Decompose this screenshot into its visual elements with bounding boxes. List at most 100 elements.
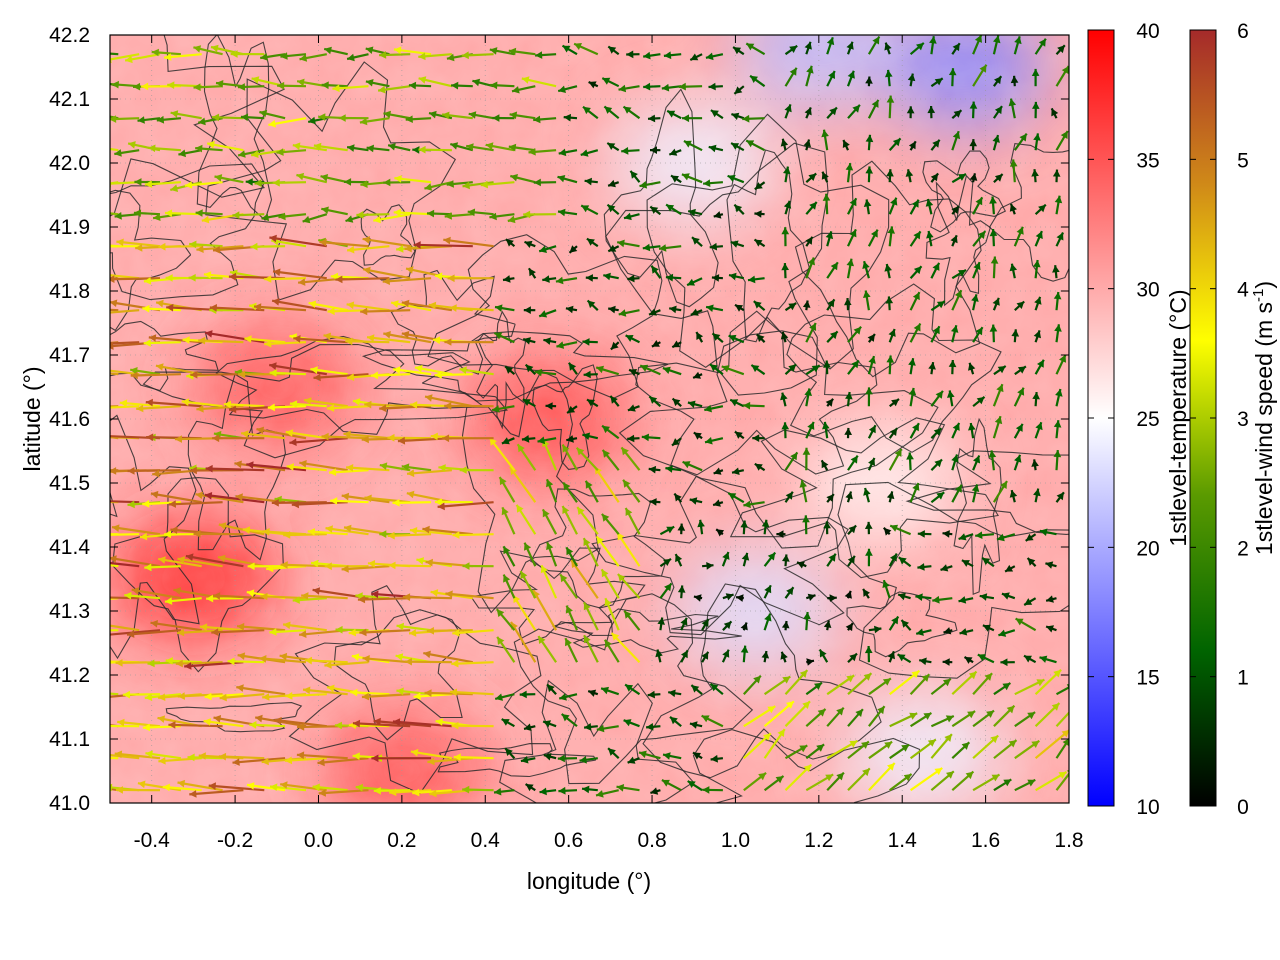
wind-vector-head <box>206 594 214 603</box>
wind-vector-head <box>936 301 945 309</box>
contour-line <box>692 729 921 803</box>
contour-line <box>390 269 516 375</box>
wind-vector-head <box>539 310 548 318</box>
wind-vector-shaft <box>301 594 348 600</box>
wind-vector-shaft <box>110 369 140 376</box>
wind-vector-shaft <box>359 629 411 634</box>
wind-vector-head <box>583 538 591 547</box>
wind-vector-head <box>607 204 616 213</box>
wind-vector-head <box>379 530 387 538</box>
wind-vector-head <box>916 628 924 636</box>
wind-vector-head <box>177 692 185 700</box>
wind-vector-shaft <box>131 588 182 600</box>
wind-vector-head <box>395 653 404 661</box>
wind-vector-head <box>209 304 217 312</box>
wind-vector-head <box>761 651 770 659</box>
contour-line <box>925 174 991 307</box>
wind-vector-head <box>359 117 368 126</box>
wind-vector-head <box>968 362 976 371</box>
wind-vector-head <box>721 365 730 373</box>
wind-vector-head <box>1009 490 1018 498</box>
wind-vector-head <box>97 78 105 85</box>
wind-vector-head <box>449 688 458 697</box>
wind-vector-head <box>825 774 834 782</box>
wind-vector-head <box>950 235 958 244</box>
wind-vector-shaft <box>352 722 411 728</box>
wind-vector-head <box>409 527 418 535</box>
wind-vector-head <box>863 673 872 681</box>
wind-vector-shaft <box>136 405 181 410</box>
wind-vector-head <box>955 484 962 493</box>
wind-vector-shaft <box>110 564 119 568</box>
wind-vector-head <box>1039 655 1048 663</box>
wind-vector-head <box>494 787 502 796</box>
wind-vector-head <box>690 53 699 61</box>
wind-vector-head <box>452 629 460 637</box>
wind-vector-shaft <box>289 437 348 444</box>
wind-vector-head <box>204 692 212 701</box>
wind-vector-head <box>1051 108 1059 117</box>
wind-vector-head <box>115 786 123 794</box>
wind-vector-head <box>365 46 374 54</box>
y-tick-label: 41.2 <box>49 664 90 687</box>
wind-vector-head <box>308 300 317 308</box>
wind-vector-head <box>817 709 826 717</box>
wind-vector-head <box>865 166 873 174</box>
wind-vector-head <box>806 658 814 666</box>
wind-vector-head <box>379 51 387 59</box>
wind-vector-head <box>710 110 719 118</box>
wind-vector-head <box>683 140 692 148</box>
wind-vector-head <box>1031 68 1040 76</box>
wind-vector-head <box>524 542 531 551</box>
wind-vector-head <box>211 628 219 636</box>
wind-vector-shaft <box>218 755 265 760</box>
wind-vector-head <box>218 752 227 761</box>
wind-vector-head <box>302 215 311 224</box>
wind-vector-head <box>711 274 720 282</box>
wind-vector-head <box>1016 301 1025 309</box>
wind-vector-head <box>459 366 467 374</box>
wind-vector-head <box>802 515 810 523</box>
wind-vector-head <box>734 86 743 94</box>
wind-vector-shaft <box>208 784 265 792</box>
wind-vector-shaft <box>110 533 140 536</box>
wind-vector-head <box>587 300 596 309</box>
wind-vector-head <box>177 628 185 637</box>
wind-vector-head <box>704 404 712 413</box>
wind-vector-head <box>670 716 678 725</box>
wind-vector-head <box>364 494 372 503</box>
wind-vector-head <box>823 620 832 628</box>
y-tick-label: 41.4 <box>49 536 90 559</box>
wind-vector-head <box>797 561 805 569</box>
wind-vector-head <box>164 597 173 605</box>
wind-vector-head <box>346 464 354 472</box>
wind-vector-head <box>321 81 329 90</box>
wind-vector-head <box>780 651 788 660</box>
wind-vector-head <box>244 335 252 343</box>
wind-vector-head <box>102 722 109 730</box>
wind-vector-head <box>1034 296 1042 305</box>
wind-vector-head <box>81 627 88 635</box>
wind-vector-head <box>128 141 136 149</box>
wind-vector-head <box>868 425 876 434</box>
wind-vector-head <box>731 143 740 150</box>
wind-vector-head <box>823 521 831 529</box>
wind-vector-head <box>623 479 631 488</box>
wind-vector-head <box>127 630 135 638</box>
wind-vector-head <box>280 52 288 60</box>
wind-vector-head <box>495 693 503 701</box>
wind-vector-head <box>997 366 1006 374</box>
wind-vector-head <box>201 215 210 224</box>
wind-vector-head <box>71 367 78 375</box>
wind-vector-head <box>713 499 721 507</box>
wind-vector-head <box>196 405 204 413</box>
wind-vector-head <box>865 76 873 84</box>
wind-vector-head <box>286 463 294 471</box>
wind-vector-head <box>1006 705 1015 714</box>
wind-vector-head <box>308 116 316 125</box>
wind-vector-head <box>266 564 274 573</box>
wind-vector-head <box>624 610 632 619</box>
wind-vector-head <box>618 309 627 317</box>
wind-vector-head <box>585 274 593 282</box>
wind-vector-head <box>143 277 152 285</box>
